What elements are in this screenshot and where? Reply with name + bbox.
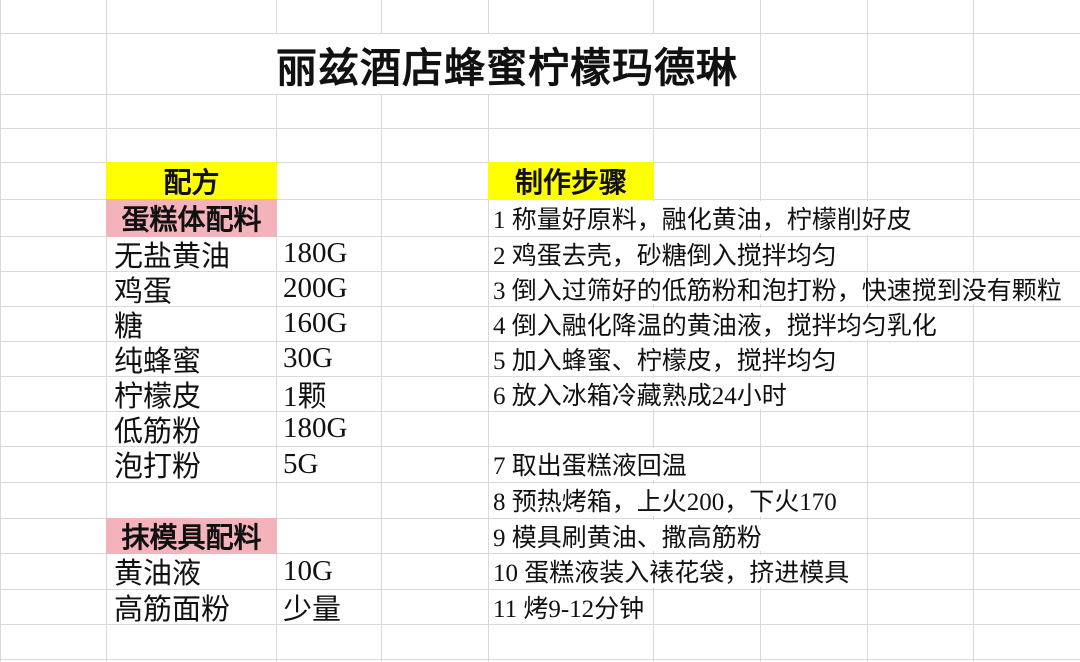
ingredient-name-cell[interactable]: 糖 [114, 310, 144, 343]
recipe-title-cell[interactable]: 丽兹酒店蜂蜜柠檬玛德琳 [276, 34, 738, 94]
step-cell[interactable]: 11 烤9-12分钟 [489, 591, 651, 623]
ingredient-name-cell[interactable]: 高筋面粉 [114, 593, 231, 626]
ingredient-amount-cell[interactable]: 180G [283, 412, 348, 444]
steps-header-cell[interactable]: 制作步骤 [488, 162, 654, 200]
ingredient-name-cell[interactable]: 柠檬皮 [114, 380, 202, 413]
step-cell[interactable]: 2 鸡蛋去壳，砂糖倒入搅拌均匀 [489, 238, 843, 270]
ingredient-amount-cell[interactable]: 30G [283, 342, 333, 374]
step-cell[interactable]: 5 加入蜂蜜、柠檬皮，搅拌均匀 [489, 343, 843, 375]
ingredient-amount-cell[interactable]: 1颗 [283, 380, 327, 413]
mold-coating-section-cell[interactable]: 抹模具配料 [106, 518, 277, 554]
step-cell[interactable]: 4 倒入融化降温的黄油液，搅拌均匀乳化 [489, 308, 943, 340]
ingredient-amount-cell[interactable]: 160G [283, 307, 348, 339]
step-cell[interactable]: 9 模具刷黄油、撒高筋粉 [489, 520, 768, 552]
ingredient-name-cell[interactable]: 泡打粉 [114, 451, 202, 483]
recipe-header-cell[interactable]: 配方 [106, 162, 277, 200]
ingredient-amount-cell[interactable]: 10G [283, 554, 333, 587]
ingredient-amount-cell[interactable]: 少量 [283, 593, 342, 626]
step-cell[interactable]: 1 称量好原料，融化黄油，柠檬削好皮 [489, 201, 918, 234]
ingredient-amount-cell[interactable]: 200G [283, 272, 348, 304]
step-cell[interactable]: 6 放入冰箱冷藏熟成24小时 [489, 378, 793, 410]
ingredient-amount-cell[interactable]: 180G [283, 237, 348, 269]
ingredient-name-cell[interactable]: 无盐黄油 [114, 240, 231, 273]
ingredient-name-cell[interactable]: 鸡蛋 [114, 275, 173, 308]
cake-batter-section-cell[interactable]: 蛋糕体配料 [106, 199, 277, 237]
step-cell[interactable]: 3 倒入过筛好的低筋粉和泡打粉，快速搅到没有颗粒 [489, 273, 1068, 305]
ingredient-amount-cell[interactable]: 5G [283, 447, 319, 480]
step-cell[interactable]: 10 蛋糕液装入裱花袋，挤进模具 [489, 555, 856, 587]
ingredient-name-cell[interactable]: 低筋粉 [114, 415, 202, 448]
ingredient-name-cell[interactable]: 黄油液 [114, 558, 202, 590]
step-cell[interactable]: 8 预热烤箱，上火200，下火170 [489, 484, 843, 516]
step-cell[interactable]: 7 取出蛋糕液回温 [489, 448, 693, 480]
ingredient-name-cell[interactable]: 纯蜂蜜 [114, 345, 202, 378]
